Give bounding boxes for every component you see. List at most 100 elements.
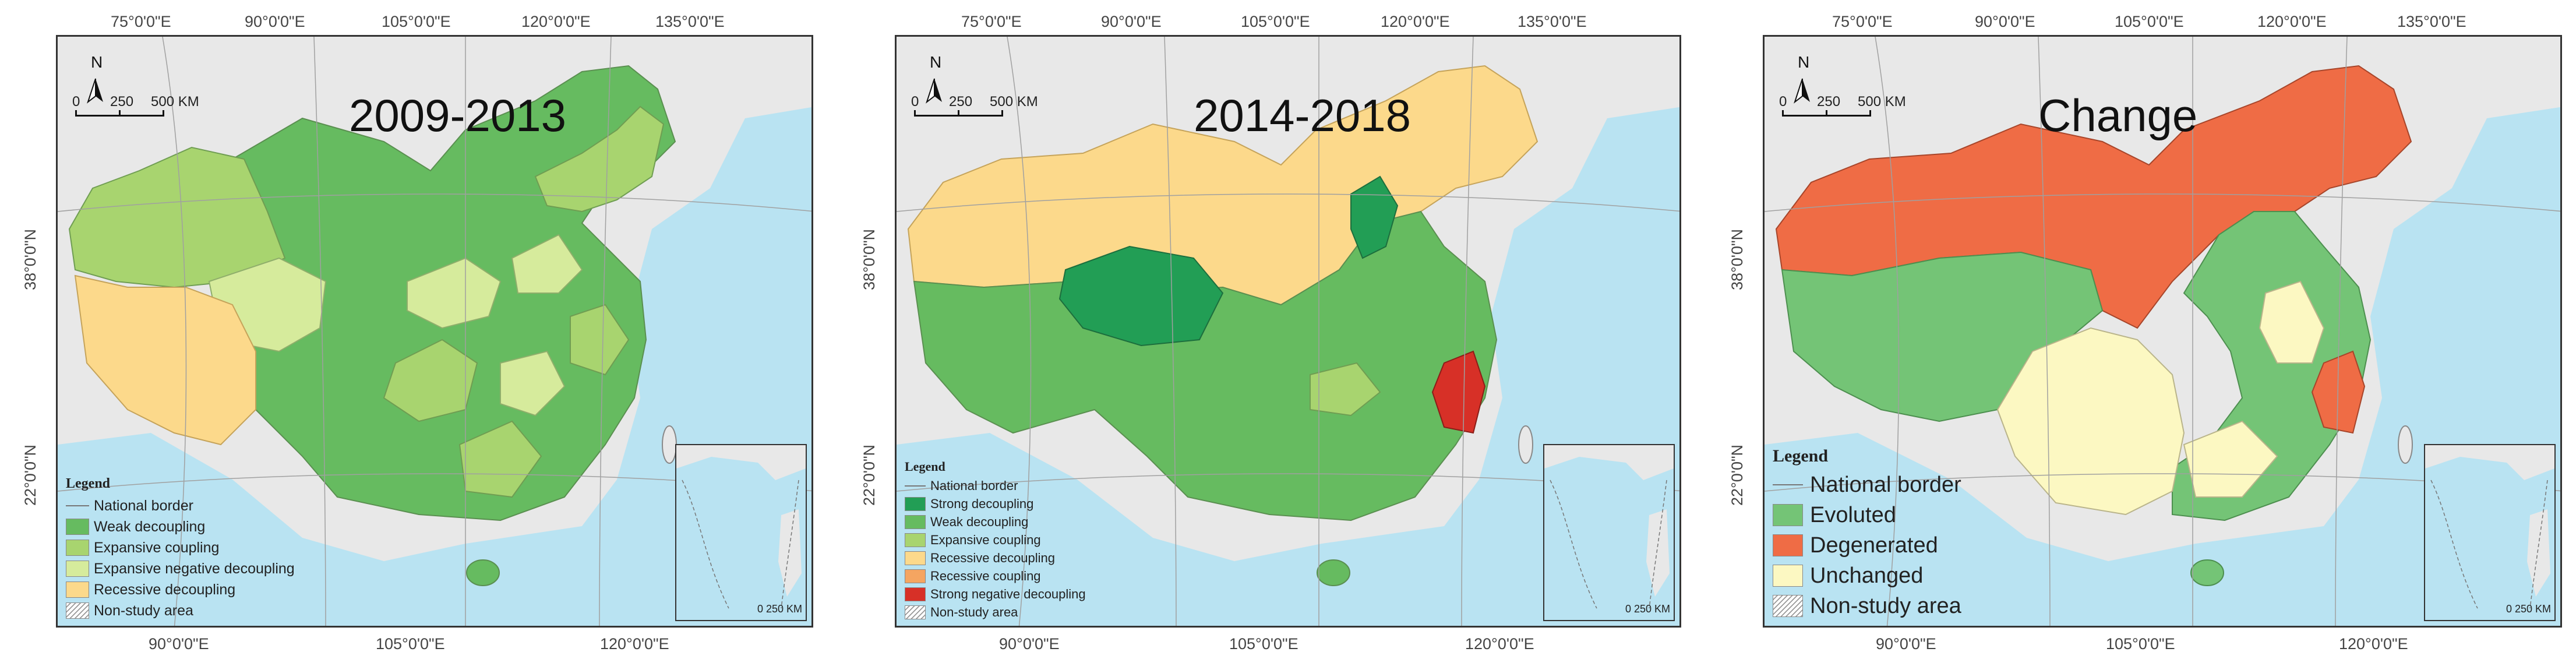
legend-item-unchanged: Unchanged bbox=[1773, 561, 1961, 591]
legend-label: National border bbox=[1810, 472, 1961, 497]
lon-label-bottom-90e: 90°0'0"E bbox=[999, 635, 1060, 653]
legend-label: Non-study area bbox=[94, 602, 193, 619]
region-recessive-decoupling bbox=[74, 274, 256, 446]
map-frame: N 0 250 500 KM 2014-2018 Legend National… bbox=[895, 35, 1681, 628]
region-expansive-negative-decoupling-east bbox=[511, 234, 583, 294]
legend-item-recessive-decoupling: Recessive decoupling bbox=[905, 549, 1086, 567]
lon-label-120e: 120°0'0"E bbox=[1381, 13, 1450, 30]
south-china-sea-inset: 0 250 KM bbox=[1543, 444, 1675, 621]
legend-label: Degenerated bbox=[1810, 533, 1938, 558]
lon-label-105e: 105°0'0"E bbox=[2115, 13, 2184, 30]
legend-item-recessive-decoupling: Recessive decoupling bbox=[66, 579, 295, 600]
region-expansive-coupling-south bbox=[458, 420, 542, 498]
map-panel-2009-2013: 75°0'0"E 90°0'0"E 105°0'0"E 120°0'0"E 13… bbox=[0, 0, 827, 666]
lon-label-bottom-105e: 105°0'0"E bbox=[2106, 635, 2175, 653]
region-hainan bbox=[1317, 559, 1350, 586]
line-swatch bbox=[1773, 484, 1803, 485]
legend: Legend National border Weak decoupling E… bbox=[66, 476, 295, 621]
lat-label-22n-left: 22°0'0"N bbox=[860, 444, 878, 506]
legend-label: Unchanged bbox=[1810, 563, 1924, 588]
lat-label-22n-left: 22°0'0"N bbox=[22, 444, 40, 506]
legend-label: Non-study area bbox=[1810, 593, 1961, 618]
legend-item-expansive-negative-decoupling: Expansive negative decoupling bbox=[66, 558, 295, 579]
legend-label: Expansive negative decoupling bbox=[94, 560, 295, 577]
scale-label-500: 500 KM bbox=[151, 94, 199, 110]
color-swatch bbox=[1773, 565, 1803, 587]
lon-label-90e: 90°0'0"E bbox=[1101, 13, 1162, 30]
inset-scale-label: 0 250 KM bbox=[757, 603, 802, 615]
legend-item-strong-decoupling: Strong decoupling bbox=[905, 495, 1086, 513]
legend-item-non-study-area: Non-study area bbox=[905, 603, 1086, 621]
legend-item-strong-negative-decoupling: Strong negative decoupling bbox=[905, 585, 1086, 603]
region-expansive-coupling-west bbox=[68, 146, 286, 288]
lon-label-75e: 75°0'0"E bbox=[961, 13, 1022, 30]
legend-label: Non-study area bbox=[930, 604, 1018, 619]
map-panel-change: 75°0'0"E 90°0'0"E 105°0'0"E 120°0'0"E 13… bbox=[1707, 0, 2576, 666]
inset-map bbox=[676, 445, 806, 609]
panel-title: 2009-2013 bbox=[349, 90, 567, 141]
lon-label-120e: 120°0'0"E bbox=[521, 13, 591, 30]
region-expansive-coupling-east bbox=[570, 304, 630, 376]
legend-item-expansive-coupling: Expansive coupling bbox=[66, 537, 295, 558]
lon-label-75e: 75°0'0"E bbox=[1832, 13, 1893, 30]
line-swatch bbox=[905, 485, 926, 487]
china-map-2009-2013 bbox=[58, 37, 811, 626]
region-unchanged-south bbox=[2183, 420, 2278, 498]
legend-label: National border bbox=[94, 497, 193, 514]
legend-label: National border bbox=[930, 478, 1018, 493]
lat-label-22n-left: 22°0'0"N bbox=[1728, 444, 1746, 506]
legend-label: Evoluted bbox=[1810, 502, 1896, 527]
legend-item-national-border: National border bbox=[905, 477, 1086, 495]
north-label: N bbox=[1798, 53, 1810, 71]
legend-label: Recessive decoupling bbox=[94, 581, 236, 598]
lon-label-105e: 105°0'0"E bbox=[382, 13, 451, 30]
line-swatch bbox=[66, 505, 89, 506]
inset-map bbox=[1544, 445, 1674, 609]
color-swatch bbox=[905, 587, 926, 601]
north-label: N bbox=[91, 53, 103, 71]
legend-label: Recessive decoupling bbox=[930, 550, 1056, 565]
legend-title: Legend bbox=[66, 476, 111, 491]
region-expansive-negative-decoupling-south bbox=[500, 350, 566, 417]
region-hainan bbox=[2190, 559, 2224, 586]
lon-label-90e: 90°0'0"E bbox=[1975, 13, 2035, 30]
scale-label-0: 0 bbox=[1779, 94, 1787, 110]
lon-label-135e: 135°0'0"E bbox=[655, 13, 725, 30]
color-swatch bbox=[66, 561, 89, 577]
color-swatch bbox=[905, 515, 926, 529]
scale-label-500: 500 KM bbox=[990, 94, 1038, 110]
legend-label: Strong negative decoupling bbox=[930, 586, 1086, 601]
legend-item-evoluted: Evoluted bbox=[1773, 500, 1961, 530]
lon-label-135e: 135°0'0"E bbox=[2397, 13, 2466, 30]
scale-bar: 0 250 500 KM bbox=[1776, 94, 1916, 131]
region-strong-decoupling-qinghai bbox=[1058, 245, 1224, 347]
scale-label-0: 0 bbox=[911, 94, 919, 110]
north-arrow-icon bbox=[1794, 78, 1810, 104]
region-hainan bbox=[466, 559, 500, 586]
scale-bar: 0 250 500 KM bbox=[908, 94, 1048, 131]
lat-label-38n-left: 38°0'0"N bbox=[1728, 228, 1746, 291]
color-swatch bbox=[905, 533, 926, 547]
region-degenerated-zhejiang bbox=[2311, 350, 2366, 434]
legend-label: Strong decoupling bbox=[930, 496, 1034, 511]
legend-item-weak-decoupling: Weak decoupling bbox=[905, 513, 1086, 531]
scale-label-250: 250 bbox=[110, 94, 134, 110]
hatch-swatch bbox=[905, 605, 926, 619]
scale-bar: 0 250 500 KM bbox=[69, 94, 209, 131]
legend: Legend National border Evoluted Degenera… bbox=[1773, 446, 1961, 621]
lon-label-bottom-120e: 120°0'0"E bbox=[600, 635, 669, 653]
china-map-2014-2018 bbox=[897, 37, 1679, 626]
color-swatch bbox=[1773, 534, 1803, 556]
legend-label: Recessive coupling bbox=[930, 568, 1041, 583]
color-swatch bbox=[905, 569, 926, 583]
legend-item-degenerated: Degenerated bbox=[1773, 530, 1961, 561]
inset-scale-label: 0 250 KM bbox=[2506, 603, 2551, 615]
region-taiwan bbox=[2398, 425, 2413, 464]
region-taiwan bbox=[1518, 425, 1533, 464]
graticule-lines bbox=[1765, 37, 2560, 626]
north-arrow-icon bbox=[926, 78, 942, 104]
hatch-swatch bbox=[1773, 595, 1803, 617]
lon-label-bottom-120e: 120°0'0"E bbox=[1465, 635, 1534, 653]
region-expansive-coupling bbox=[1310, 362, 1381, 417]
legend-item-national-border: National border bbox=[1773, 470, 1961, 500]
